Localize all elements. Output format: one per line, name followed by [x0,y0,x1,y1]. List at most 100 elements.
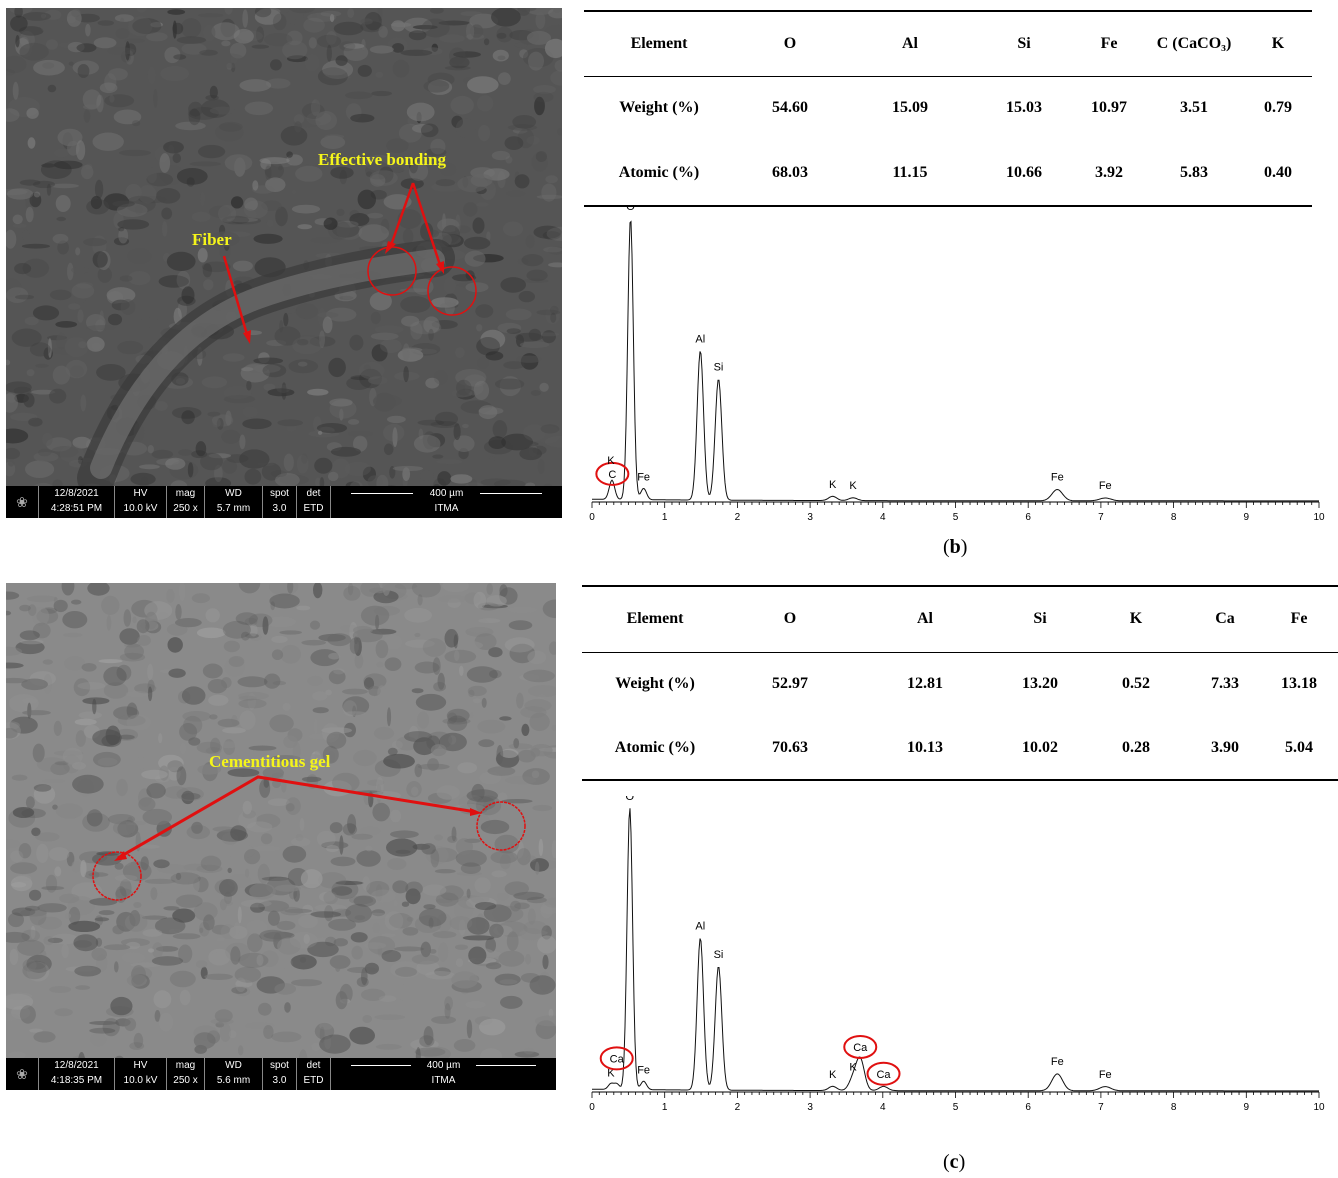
sem-grain [369,587,386,594]
sem-grain [404,731,433,743]
sem-grain [233,922,241,934]
sem-grain [301,776,322,782]
sem-grain [282,956,293,971]
sem-grain [369,170,398,186]
sem-grain [255,26,265,43]
table-header-cell: K [1082,586,1190,653]
sem-grain [409,158,418,174]
sem-grain [536,309,561,316]
datetime-cell: 12/8/2021 4:18:35 PM [38,1058,114,1090]
sem-grain [6,381,32,394]
sem-grain [450,95,474,115]
sem-grain [93,37,117,49]
sem-grain [434,834,443,841]
sem-grain [160,66,190,82]
sem-grain [17,939,45,956]
sem-grain [298,914,318,929]
sem-grain [438,942,449,962]
sem-grain [296,454,309,474]
sem-grain [339,295,354,300]
sem-grain [263,1025,274,1039]
sem-grain [176,766,187,786]
arrowhead [470,808,482,816]
table-cell: 52.97 [772,675,808,693]
sem-grain [326,731,347,749]
sem-grain [215,1022,225,1028]
sem-grain [39,950,47,960]
sem-grain [216,53,246,68]
sem-grain [29,342,51,357]
sem-grain [55,195,71,212]
sem-grain [289,931,318,949]
sem-grain [349,213,370,226]
sem-grain [173,54,187,60]
sem-grain [202,663,223,679]
sem-grain [327,751,336,763]
sem-grain [519,927,542,941]
sem-grain [321,727,353,734]
sem-grain [49,986,72,993]
sem-grain [22,229,30,242]
table-cell: 70.63 [772,738,808,756]
sem-grain [10,850,24,863]
sem-grain [414,763,423,778]
sem-grain [476,95,494,112]
sem-grain [512,115,537,129]
sem-grain [392,59,410,78]
sem-grain [307,12,337,22]
fei-logo-icon: ❀ [16,1066,28,1082]
sem-grain [328,357,346,378]
sem-grain [137,756,146,770]
sem-grain [112,200,135,207]
sem-grain [227,768,260,777]
sem-grain [146,172,174,187]
sem-grain [238,698,267,709]
sem-grain [181,686,206,705]
table-cell: 68.03 [772,163,808,181]
sem-grain [77,682,106,690]
sem-grain [171,407,202,419]
sem-grain [11,907,36,917]
sem-grain [22,258,50,278]
table-header-cell: C (CaCO₃) [1144,11,1244,77]
sem-grain [371,909,385,917]
sem-grain [518,290,535,303]
sem-grain [19,42,49,61]
gel-overlay-c [92,775,526,901]
sem-grain [351,945,364,960]
sem-grain [175,121,206,131]
table-cell: 12.81 [907,675,943,693]
sem-grain [196,627,226,639]
sem-grain [72,774,104,794]
sem-grain [125,41,130,61]
sem-grain [448,735,457,745]
sem-grain [141,769,168,780]
sem-grain [476,324,483,332]
sem-grain [326,307,357,322]
sem-grain [12,81,19,100]
sem-grain [267,798,290,806]
sem-grain [477,719,506,734]
sem-grain [357,189,376,210]
sem-grain [173,919,181,932]
sem-grain [422,884,447,896]
sem-grain [390,809,402,823]
sem-grain [36,757,68,772]
sem-grain [200,192,205,207]
sem-grain [261,462,282,481]
sem-grain [272,680,286,686]
table-header-cell: Fe [1074,11,1144,77]
sem-grain [49,289,72,301]
sem-grain [297,224,313,230]
sem-grain [219,879,238,897]
sem-grain [257,863,270,884]
sem-grain [150,887,158,900]
sem-grain [530,747,541,758]
sem-grain [32,606,50,626]
sem-grain [391,740,403,750]
sem-grain [175,378,186,385]
sem-grain [40,13,47,19]
sem-grain [475,902,497,910]
sem-grain [254,8,272,18]
sem-grain [319,1021,334,1030]
